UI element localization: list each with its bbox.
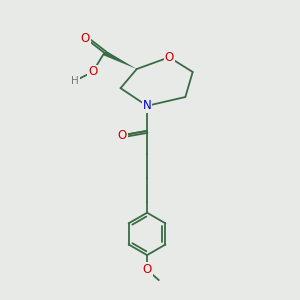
- Text: O: O: [164, 51, 174, 64]
- Text: H: H: [71, 76, 79, 86]
- Text: O: O: [88, 65, 97, 79]
- Polygon shape: [103, 50, 137, 69]
- Text: O: O: [142, 263, 152, 276]
- Text: O: O: [117, 129, 127, 142]
- Text: N: N: [143, 99, 152, 112]
- Text: O: O: [81, 32, 90, 45]
